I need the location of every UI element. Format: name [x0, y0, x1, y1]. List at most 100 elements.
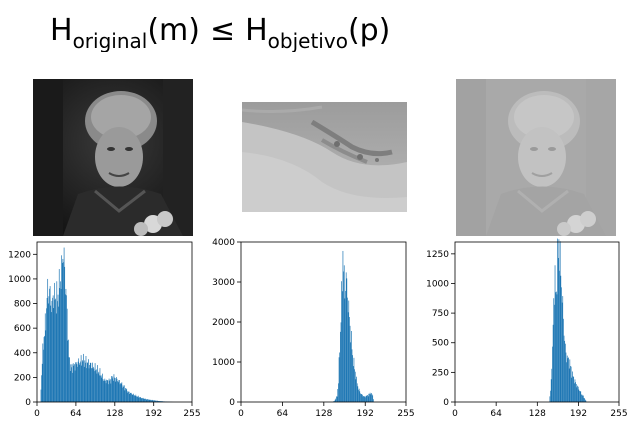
histogram-bar [109, 380, 111, 402]
histogram-bar [57, 294, 59, 402]
x-tick-label: 0 [34, 409, 40, 419]
histogram-bar [360, 394, 362, 402]
histogram-bar [81, 365, 83, 402]
histogram-bar [581, 394, 583, 402]
histogram-bar [336, 396, 338, 402]
histogram-bar [138, 397, 140, 402]
histogram-bar [354, 371, 356, 402]
histogram-bar [149, 399, 151, 402]
histogram-bar [553, 298, 555, 402]
histogram-bar [159, 401, 160, 402]
histogram-bar [362, 396, 364, 402]
histogram-bar [50, 312, 52, 402]
histogram-bar [52, 295, 54, 402]
histogram-bar [110, 383, 112, 402]
histogram-bar [57, 301, 58, 402]
x-tick-label: 128 [529, 409, 546, 419]
histogram-bar [353, 357, 355, 402]
x-tick-label: 128 [106, 409, 123, 419]
histogram-bar [581, 394, 582, 402]
histogram-bar [140, 396, 142, 402]
histogram-bar [350, 342, 352, 402]
histogram-bar [111, 376, 112, 402]
histogram-bar [80, 355, 82, 402]
histogram-bar [554, 265, 556, 402]
histogram-bar [133, 393, 134, 402]
histogram-bar [41, 363, 43, 402]
formula-op: ≤ [210, 13, 235, 48]
histogram-bar [573, 383, 575, 402]
histogram-bar [152, 400, 154, 402]
histogram-bar [372, 395, 374, 402]
histogram-bar [71, 367, 72, 402]
y-tick-label: 400 [14, 349, 31, 359]
y-tick-label: 3000 [212, 278, 235, 288]
histogram-bar [364, 396, 366, 402]
histogram-bar [139, 397, 141, 402]
histogram-bar [128, 391, 129, 402]
histogram-bar [345, 290, 346, 402]
histogram-bar [153, 400, 155, 402]
histogram-bar [157, 400, 159, 402]
result-portrait-image [456, 79, 616, 236]
histogram-bar [129, 393, 131, 402]
histogram-bar [340, 331, 341, 402]
histogram-objetivo: 0 64 128 192 255 0 1000 2000 3000 4000 [212, 238, 415, 419]
histogram-bar [116, 378, 118, 402]
histogram-bar [95, 370, 97, 402]
histogram-bar [47, 278, 49, 402]
histogram-bar [80, 361, 81, 402]
histogram-bar [575, 383, 577, 402]
histogram-bar [75, 362, 77, 402]
histogram-bar [552, 346, 553, 402]
histogram-bar [584, 399, 586, 402]
y-tick-label: 250 [432, 368, 449, 378]
histogram-bar [558, 239, 560, 402]
histogram-bar [362, 394, 363, 402]
histogram-bar [122, 385, 124, 402]
histogram-bar [95, 369, 97, 402]
histogram-bar [58, 269, 60, 402]
histogram-bar [67, 340, 69, 402]
histogram-bar [147, 399, 148, 402]
histogram-bar [582, 395, 584, 402]
histogram-bar [113, 374, 115, 402]
histogram-bar [122, 387, 123, 402]
histogram-bar [371, 394, 373, 402]
histogram-bar [577, 386, 579, 402]
histogram-bar [85, 356, 87, 402]
x-tick-label: 255 [397, 409, 414, 419]
histogram-bar [50, 305, 52, 402]
histogram-bar [118, 380, 120, 402]
histogram-bar [347, 312, 349, 402]
histogram-bar [338, 383, 339, 402]
histogram-bar [130, 392, 132, 402]
histogram-bar [134, 395, 135, 402]
histogram-bar [119, 384, 121, 402]
y-tick-label: 4000 [212, 238, 235, 248]
histogram-bar [136, 396, 138, 402]
histogram-bar [369, 393, 370, 402]
histogram-bar [131, 394, 133, 402]
histogram-bar [93, 368, 95, 402]
histogram-bar [356, 383, 358, 402]
histogram-bar [43, 349, 44, 402]
histogram-bar [52, 297, 53, 402]
histogram-bar [72, 363, 74, 402]
histogram-bar [360, 393, 361, 402]
histogram-bar [357, 386, 359, 402]
histogram-bar [334, 400, 335, 402]
histogram-bar [578, 389, 580, 402]
histogram-bar [334, 399, 336, 402]
y-tick-label: 500 [432, 339, 449, 349]
histogram-bar [577, 385, 578, 402]
histogram-bar [335, 398, 337, 402]
histogram-bar [570, 365, 571, 402]
histogram-bar [104, 378, 106, 402]
histogram-bar [97, 373, 99, 402]
histogram-bar [151, 400, 152, 402]
x-tick-label: 0 [452, 409, 458, 419]
histogram-bar [140, 398, 142, 402]
histogram-bar [576, 387, 578, 402]
histogram-bar [560, 275, 562, 402]
